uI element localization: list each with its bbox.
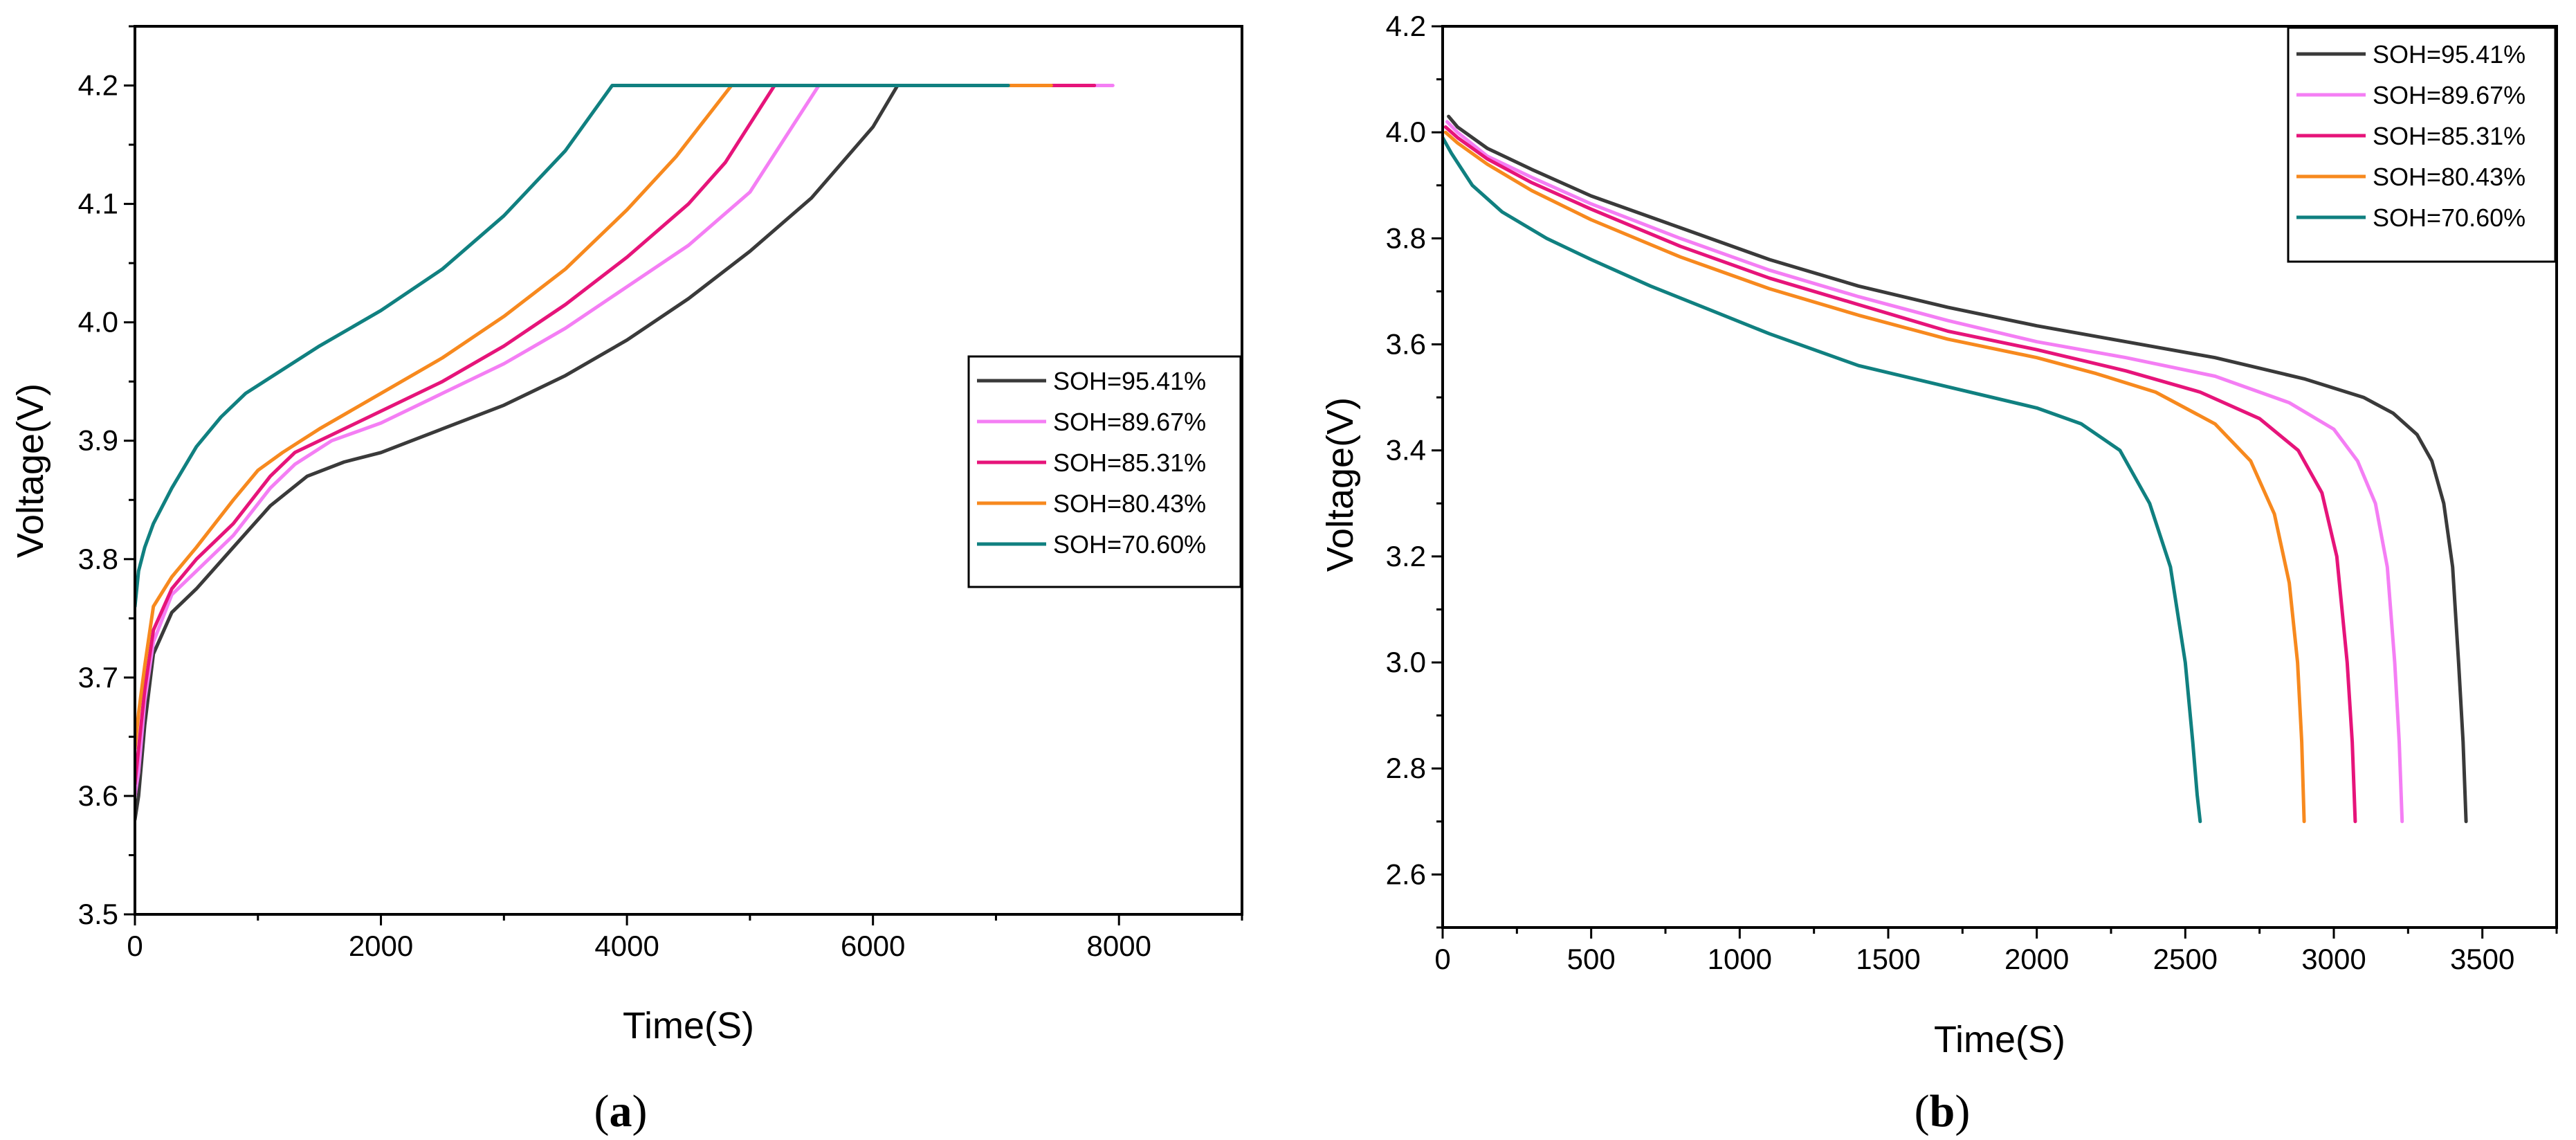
- y-axis-title-b: Voltage(V): [1319, 397, 1361, 572]
- y-tick-label-a: 4.0: [78, 306, 118, 338]
- series-line-a-4: [135, 84, 1053, 750]
- y-axis-title-a: Voltage(V): [10, 383, 51, 558]
- series-line-b-3: [1443, 125, 2357, 824]
- y-tick-label-a: 3.6: [78, 779, 118, 812]
- ticks-layer-b: 0 500 1000 1500 2000 2500 3000 3500 2.6 2.8 3.0 3.2…: [1386, 10, 2558, 975]
- x-tick-label-b: 500: [1567, 943, 1616, 975]
- y-tick-label-b: 2.6: [1386, 858, 1426, 890]
- series-line-b-1: [1447, 114, 2468, 824]
- chart-panel-b: 0 500 1000 1500 2000 2500 3000 3500 2.6 2.8 3.0 3.2…: [1319, 10, 2558, 1137]
- series-line-a-5: [135, 84, 1010, 608]
- y-tick-label-a: 3.7: [78, 661, 118, 694]
- legend-label-b-2: SOH=89.67%: [2373, 81, 2525, 109]
- panel-letter-b: b: [1930, 1086, 1955, 1137]
- x-tick-label-b: 1500: [1856, 943, 1920, 975]
- y-tick-label-b: 4.0: [1386, 116, 1426, 148]
- legend-box-a: [967, 355, 1242, 588]
- y-tick-label-b: 2.8: [1386, 752, 1426, 784]
- legend-box-b: [2287, 26, 2557, 263]
- x-tick-label-a: 4000: [594, 930, 659, 962]
- y-tick-label-b: 3.6: [1386, 328, 1426, 361]
- y-tick-label-b: 4.2: [1386, 10, 1426, 42]
- legend-label-a-5: SOH=70.60%: [1053, 530, 1206, 559]
- legend-label-b-3: SOH=85.31%: [2373, 122, 2525, 150]
- legend-label-b-5: SOH=70.60%: [2373, 203, 2525, 232]
- x-axis-title-a: Time(S): [623, 1005, 754, 1047]
- plot-frame-a: [134, 25, 1243, 916]
- x-tick-label-b: 2500: [2153, 943, 2218, 975]
- series-line-a-1: [135, 84, 1084, 822]
- x-tick-label-b: 3000: [2301, 943, 2366, 975]
- ticks-layer-a: 0 2000 4000 6000 8000 3.5 3.6 3.7 3.8 3.9 4.0 4.1 4.…: [78, 25, 1243, 962]
- series-line-b-2: [1445, 120, 2404, 824]
- series-line-a-2: [135, 84, 1115, 798]
- x-axis-title-b: Time(S): [1934, 1019, 2065, 1060]
- x-tick-label-a: 6000: [841, 930, 905, 962]
- series-layer-b: [1443, 114, 2468, 824]
- legend-label-a-3: SOH=85.31%: [1053, 449, 1206, 477]
- y-tick-label-b: 3.2: [1386, 540, 1426, 572]
- legend-label-a-4: SOH=80.43%: [1053, 489, 1206, 518]
- y-tick-label-b: 3.8: [1386, 221, 1426, 254]
- x-tick-label-b: 3500: [2450, 943, 2514, 975]
- legend-label-a-1: SOH=95.41%: [1053, 367, 1206, 395]
- series-line-b-4: [1443, 130, 2306, 824]
- y-tick-label-b: 3.4: [1386, 434, 1426, 467]
- x-tick-label-a: 8000: [1087, 930, 1151, 962]
- legend-label-b-1: SOH=95.41%: [2373, 40, 2525, 69]
- x-tick-label-b: 2000: [2004, 943, 2069, 975]
- y-tick-label-a: 4.1: [78, 188, 118, 220]
- y-tick-label-a: 4.2: [78, 69, 118, 102]
- y-tick-label-b: 3.0: [1386, 646, 1426, 678]
- chart-panel-a: 0 2000 4000 6000 8000 3.5 3.6 3.7 3.8 3.9 4.0 4.1 4.…: [10, 25, 1243, 1137]
- plot-frame-b: [1441, 25, 2558, 929]
- legend-label-b-4: SOH=80.43%: [2373, 163, 2525, 191]
- y-tick-label-a: 3.5: [78, 898, 118, 930]
- legend-a: SOH=95.41% SOH=89.67% SOH=85.31% SOH=80.43%…: [967, 355, 1242, 588]
- x-tick-label-b: 1000: [1708, 943, 1772, 975]
- y-tick-label-a: 3.9: [78, 424, 118, 457]
- panel-label-a: (a): [594, 1086, 648, 1137]
- legend-label-a-2: SOH=89.67%: [1053, 408, 1206, 436]
- panel-label-b: (b): [1915, 1086, 1971, 1137]
- series-layer-a: [135, 84, 1115, 822]
- y-tick-label-a: 3.8: [78, 543, 118, 575]
- x-tick-label-b: 0: [1434, 943, 1450, 975]
- legend-b: SOH=95.41% SOH=89.67% SOH=85.31% SOH=80.43%…: [2287, 26, 2557, 263]
- panel-letter-a: a: [610, 1086, 632, 1137]
- x-tick-label-a: 0: [127, 930, 143, 962]
- series-line-a-3: [135, 84, 1097, 786]
- series-line-b-5: [1443, 136, 2202, 824]
- x-tick-label-a: 2000: [349, 930, 413, 962]
